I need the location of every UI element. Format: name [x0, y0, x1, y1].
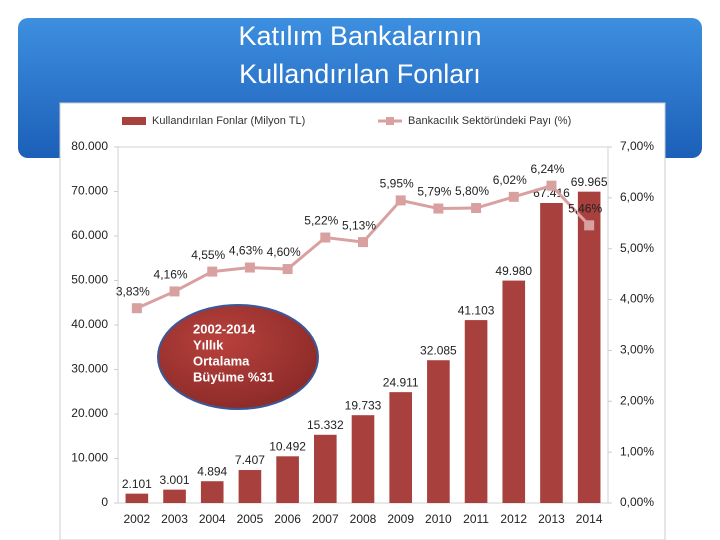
line-value-label: 5,22%	[304, 214, 338, 228]
annotation-text: Ortalama	[193, 353, 250, 368]
line-value-label: 4,60%	[267, 245, 301, 259]
bar-value-label: 32.085	[420, 343, 457, 357]
x-tick-label: 2012	[500, 512, 527, 526]
bar-value-label: 4.894	[197, 464, 227, 478]
x-tick-label: 2014	[576, 512, 603, 526]
line-value-label: 5,79%	[417, 185, 451, 199]
line-value-label: 5,80%	[455, 184, 489, 198]
bar	[125, 493, 149, 503]
annotation-text: 2002-2014	[193, 321, 256, 336]
annotation-text: Yıllık	[193, 337, 224, 352]
line-marker	[358, 237, 368, 248]
bar	[464, 320, 488, 503]
line-value-label: 3,83%	[116, 284, 150, 298]
y2-tick-label: 5,00%	[620, 241, 654, 255]
x-tick-label: 2004	[199, 512, 226, 526]
bar	[314, 434, 337, 503]
bar	[163, 489, 186, 503]
x-tick-label: 2011	[463, 512, 489, 526]
x-tick-label: 2007	[312, 512, 339, 526]
line-value-label: 4,63%	[229, 244, 263, 258]
x-tick-label: 2008	[350, 512, 377, 526]
y2-tick-label: 4,00%	[620, 292, 654, 306]
line-marker	[244, 262, 255, 273]
y-tick-label: 20.000	[71, 406, 108, 420]
line-marker	[169, 286, 180, 297]
legend-swatch	[386, 117, 394, 125]
bar-value-label: 2.101	[122, 477, 152, 491]
bar-value-label: 49.980	[495, 264, 532, 278]
x-tick-label: 2006	[274, 512, 301, 526]
x-tick-label: 2002	[123, 512, 150, 526]
bar	[200, 481, 224, 503]
bar-value-label: 41.103	[458, 303, 495, 317]
y2-tick-label: 3,00%	[620, 343, 654, 357]
y-tick-label: 40.000	[71, 317, 108, 331]
bar	[427, 360, 450, 503]
legend-swatch	[122, 117, 146, 125]
line-value-label: 4,16%	[154, 268, 188, 282]
x-tick-label: 2010	[425, 512, 452, 526]
x-tick-label: 2013	[538, 512, 565, 526]
line-marker	[131, 303, 142, 314]
bar-value-label: 15.332	[307, 418, 344, 432]
line-value-label: 5,95%	[380, 177, 414, 191]
line-marker	[433, 203, 444, 214]
y-tick-label: 60.000	[71, 228, 108, 242]
y2-tick-label: 6,00%	[620, 190, 654, 204]
line-marker	[508, 191, 519, 202]
annotation-text: Büyüme %31	[193, 369, 274, 384]
y2-tick-label: 0,00%	[620, 495, 654, 509]
line-marker	[207, 266, 218, 277]
line-marker	[282, 264, 293, 275]
x-tick-label: 2003	[161, 512, 188, 526]
line-marker	[471, 203, 482, 214]
slide-title-line: Katılım Bankalarının	[238, 21, 481, 51]
y-tick-label: 80.000	[71, 139, 108, 153]
y-tick-label: 30.000	[71, 362, 108, 376]
line-marker	[320, 232, 331, 243]
bar-value-label: 69.965	[571, 175, 608, 189]
y-tick-label: 0	[101, 495, 108, 509]
bar	[238, 470, 262, 503]
bar	[577, 191, 601, 503]
legend-label: Bankacılık Sektöründeki Payı (%)	[408, 115, 571, 127]
line-value-label: 6,02%	[493, 173, 527, 187]
slide-title-line: Kullandırılan Fonları	[239, 59, 481, 89]
y-tick-label: 70.000	[71, 184, 108, 198]
annotation-circle	[157, 304, 319, 410]
y2-tick-label: 7,00%	[620, 139, 654, 153]
bar-value-label: 19.733	[345, 398, 382, 412]
y-tick-label: 50.000	[71, 273, 108, 287]
bar-value-label: 3.001	[160, 473, 190, 487]
line-marker	[546, 180, 557, 191]
line-value-label: 6,24%	[530, 162, 564, 176]
y2-tick-label: 2,00%	[620, 393, 654, 407]
line-value-label: 5,46%	[568, 201, 602, 215]
y-tick-label: 10.000	[71, 451, 108, 465]
line-marker	[584, 220, 595, 231]
bar	[502, 280, 526, 503]
bar	[351, 415, 375, 503]
bar	[389, 392, 412, 503]
legend-label: Kullandırılan Fonlar (Milyon TL)	[152, 115, 305, 127]
bar-value-label: 24.911	[383, 375, 419, 389]
line-value-label: 4,55%	[191, 248, 225, 262]
bar-value-label: 7.407	[235, 453, 265, 467]
bar-value-label: 10.492	[269, 439, 306, 453]
bar	[540, 202, 563, 504]
x-tick-label: 2009	[387, 512, 414, 526]
bar	[276, 456, 299, 503]
line-marker	[395, 195, 406, 206]
line-value-label: 5,13%	[342, 218, 376, 232]
y2-tick-label: 1,00%	[620, 444, 654, 458]
x-tick-label: 2005	[237, 512, 264, 526]
